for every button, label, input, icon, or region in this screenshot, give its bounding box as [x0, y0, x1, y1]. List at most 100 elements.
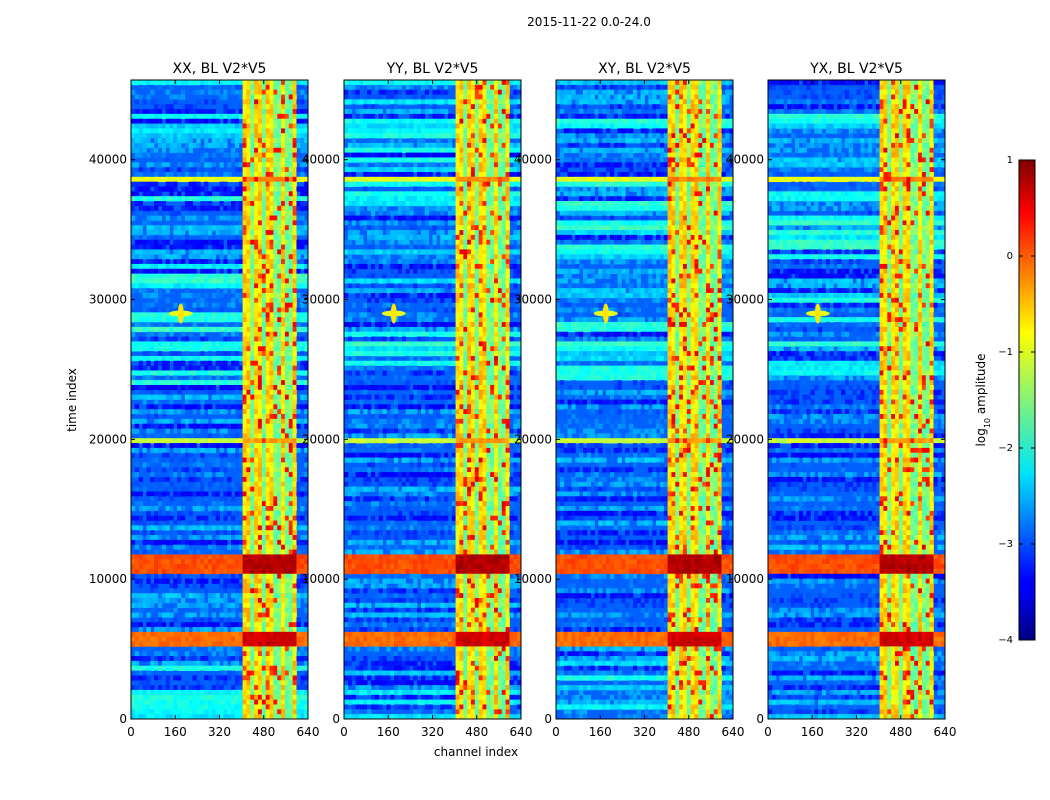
heatmap-cell: [452, 80, 456, 85]
heatmap-cell: [254, 230, 258, 235]
heatmap-cell: [231, 211, 235, 216]
heatmap-cell: [181, 632, 185, 637]
heatmap-cell: [150, 598, 154, 603]
heatmap-cell: [146, 491, 150, 496]
heatmap-cell: [243, 613, 247, 618]
heatmap-cell: [169, 351, 173, 356]
heatmap-cell: [162, 666, 166, 671]
heatmap-cell: [196, 196, 200, 201]
heatmap-cell: [258, 119, 262, 124]
heatmap-cell: [266, 608, 270, 613]
heatmap-cell: [189, 385, 193, 390]
heatmap-cell: [208, 675, 212, 680]
heatmap-cell: [146, 545, 150, 550]
heatmap-cell: [212, 458, 216, 463]
heatmap-cell: [166, 104, 170, 109]
heatmap-cell: [250, 254, 254, 259]
heatmap-cell: [277, 569, 281, 574]
heatmap-cell: [273, 196, 277, 201]
heatmap-cell: [231, 545, 235, 550]
heatmap-cell: [154, 124, 158, 129]
heatmap-cell: [158, 269, 162, 274]
heatmap-cell: [409, 85, 413, 90]
heatmap-cell: [239, 240, 243, 245]
heatmap-cell: [300, 128, 304, 133]
heatmap-cell: [158, 550, 162, 555]
heatmap-cell: [246, 269, 250, 274]
heatmap-cell: [270, 559, 274, 564]
heatmap-cell: [135, 259, 139, 264]
heatmap-cell: [231, 516, 235, 521]
heatmap-cell: [289, 530, 293, 535]
heatmap-cell: [154, 554, 158, 559]
heatmap-cell: [270, 404, 274, 409]
heatmap-cell: [135, 395, 139, 400]
heatmap-cell: [281, 356, 285, 361]
heatmap-cell: [212, 327, 216, 332]
heatmap-cell: [139, 128, 143, 133]
heatmap-cell: [189, 201, 193, 206]
heatmap-cell: [281, 322, 285, 327]
heatmap-cell: [208, 143, 212, 148]
heatmap-cell: [196, 283, 200, 288]
heatmap-cell: [293, 157, 297, 162]
heatmap-cell: [270, 264, 274, 269]
heatmap-cell: [200, 337, 204, 342]
heatmap-cell: [158, 274, 162, 279]
heatmap-cell: [193, 274, 197, 279]
heatmap-cell: [243, 133, 247, 138]
heatmap-cell: [189, 700, 193, 705]
heatmap-cell: [293, 114, 297, 119]
heatmap-cell: [135, 404, 139, 409]
heatmap-cell: [181, 327, 185, 332]
heatmap-cell: [204, 308, 208, 313]
heatmap-cell: [166, 182, 170, 187]
heatmap-cell: [139, 690, 143, 695]
heatmap-cell: [135, 114, 139, 119]
heatmap-cell: [208, 433, 212, 438]
heatmap-cell: [200, 540, 204, 545]
heatmap-cell: [208, 162, 212, 167]
heatmap-cell: [146, 462, 150, 467]
heatmap-cell: [216, 477, 220, 482]
heatmap-cell: [289, 438, 293, 443]
heatmap-cell: [250, 661, 254, 666]
heatmap-cell: [300, 177, 304, 182]
heatmap-cell: [281, 211, 285, 216]
heatmap-cell: [158, 216, 162, 221]
heatmap-cell: [277, 196, 281, 201]
heatmap-cell: [208, 220, 212, 225]
heatmap-cell: [181, 433, 185, 438]
heatmap-cell: [189, 148, 193, 153]
heatmap-cell: [273, 375, 277, 380]
heatmap-cell: [289, 540, 293, 545]
heatmap-cell: [444, 90, 448, 95]
heatmap-cell: [266, 380, 270, 385]
heatmap-cell: [189, 462, 193, 467]
heatmap-cell: [246, 467, 250, 472]
heatmap-cell: [146, 559, 150, 564]
heatmap-cell: [250, 298, 254, 303]
heatmap-cell: [135, 550, 139, 555]
heatmap-cell: [246, 274, 250, 279]
heatmap-cell: [277, 506, 281, 511]
heatmap-cell: [277, 525, 281, 530]
heatmap-cell: [235, 206, 239, 211]
heatmap-cell: [193, 90, 197, 95]
heatmap-cell: [169, 172, 173, 177]
heatmap-cell: [266, 525, 270, 530]
heatmap-cell: [296, 254, 300, 259]
heatmap-cell: [266, 148, 270, 153]
heatmap-cell: [277, 632, 281, 637]
heatmap-cell: [235, 337, 239, 342]
heatmap-cell: [185, 477, 189, 482]
heatmap-cell: [216, 240, 220, 245]
heatmap-cell: [266, 138, 270, 143]
heatmap-cell: [289, 278, 293, 283]
heatmap-cell: [254, 438, 258, 443]
heatmap-cell: [181, 356, 185, 361]
heatmap-cell: [273, 700, 277, 705]
heatmap-cell: [243, 583, 247, 588]
heatmap-cell: [139, 177, 143, 182]
heatmap-cell: [196, 462, 200, 467]
